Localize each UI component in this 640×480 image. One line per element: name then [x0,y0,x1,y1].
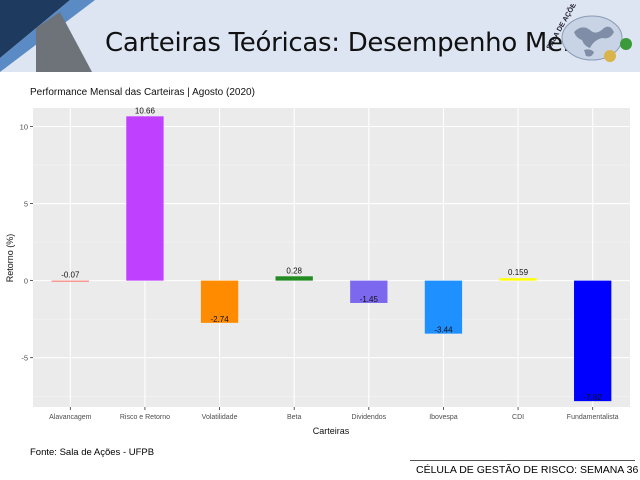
y-tick-label: 5 [24,200,28,209]
y-tick-label: -5 [21,354,28,363]
bar-beta [275,276,313,281]
x-tick-label: Volatilidade [202,414,238,421]
bar-ibovespa [424,280,463,334]
sala-de-acoes-logo: SALA DE AÇÕES [544,4,632,62]
x-tick-label: CDI [512,414,524,421]
x-tick-label: Fundamentalista [567,414,619,421]
bar-chart: Performance Mensal das Carteiras | Agost… [5,87,630,436]
x-tick-label: Ibovespa [429,414,458,421]
data-label: 0.28 [286,266,302,275]
bars: -0.07 10.66 -2.74 0.28 -1.45 -3.44 0.159 -7.82 [51,106,612,402]
bar-fundamentalista [574,280,612,402]
data-label: -7.82 [584,393,603,402]
x-tick-label: Risco e Retorno [120,414,170,421]
x-axis: Alavancagem Risco e Retorno Volatilidade Be… [49,407,619,421]
grid-lines [33,108,630,407]
slide-title: Carteiras Teóricas: Desempenho Mensal [105,28,615,58]
x-tick-label: Alavancagem [49,414,92,421]
data-label: -0.07 [61,271,80,280]
bar-cdi [499,278,537,281]
x-tick-label: Dividendos [351,414,386,421]
y-tick-label: 0 [24,277,28,286]
x-tick-label: Beta [287,414,302,421]
chart-title: Performance Mensal das Carteiras | Agost… [30,87,255,98]
data-label: 0.159 [508,268,529,277]
corner-decoration [0,0,95,72]
footer-text: CÉLULA DE GESTÃO DE RISCO: SEMANA 36 [416,464,639,476]
data-label: -2.74 [210,315,229,324]
bar-risco-e-retorno [126,116,164,281]
y-tick-label: 10 [20,122,28,131]
source-note: Fonte: Sala de Ações - UFPB [30,447,155,458]
data-label: 10.66 [135,106,156,115]
footer-divider [410,460,635,461]
data-label: -1.45 [360,295,379,304]
plot-panel [33,108,630,407]
bar-alavancagem [51,280,89,282]
y-axis-label: Retorno (%) [5,234,15,283]
x-axis-label: Carteiras [313,426,350,436]
slide-header: Carteiras Teóricas: Desempenho Mensal SA… [0,0,640,72]
bar-dividendos [350,280,388,303]
y-axis: -5 0 5 10 [20,122,33,363]
data-label: -3.44 [434,326,453,335]
bar-volatilidade [200,280,239,323]
